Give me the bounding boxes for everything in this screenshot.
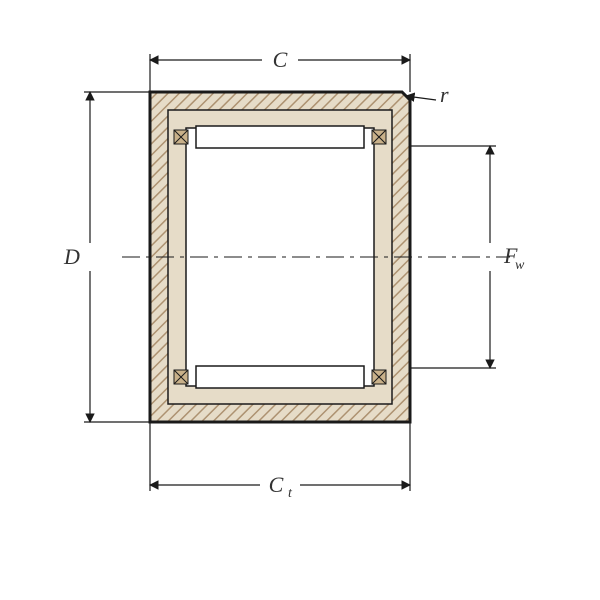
roller-bottom (196, 366, 364, 388)
label-r: r (440, 82, 449, 107)
label-D: D (63, 244, 80, 269)
label-Ct-sub: t (288, 486, 293, 501)
roller-top (196, 126, 364, 148)
label-C: C (273, 47, 288, 72)
bearing-cross-section-diagram: CCtDFwr (0, 0, 600, 600)
label-Fw-sub: w (515, 258, 525, 273)
label-Ct: C (269, 472, 284, 497)
